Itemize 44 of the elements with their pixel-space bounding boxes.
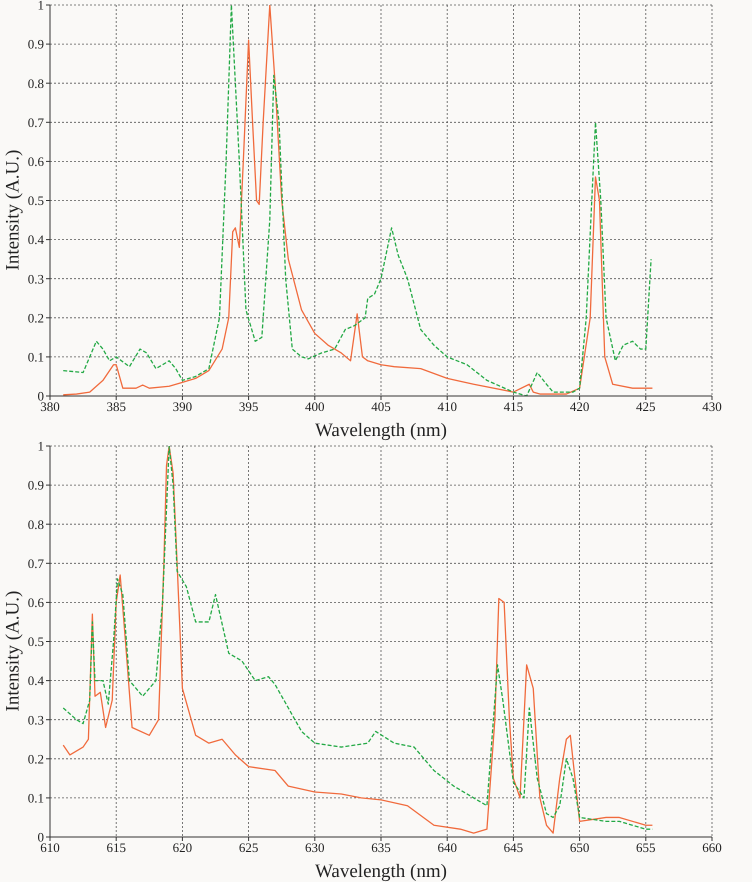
x-tick-label: 615 <box>106 840 126 856</box>
y-tick-label: 1 <box>38 0 44 13</box>
x-tick-label: 635 <box>371 840 391 856</box>
y-tick-label: 0.9 <box>28 36 44 52</box>
y-tick-label: 0.3 <box>28 712 44 728</box>
x-tick-label: 390 <box>172 399 192 414</box>
y-tick-label: 0.8 <box>28 76 44 91</box>
x-tick-label: 395 <box>238 399 258 414</box>
x-tick-label: 645 <box>504 840 524 856</box>
y-tick-label: 0.4 <box>28 232 44 248</box>
y-tick-label: 1 <box>38 438 44 454</box>
x-tick-label: 385 <box>106 399 126 414</box>
x-tick-label: 660 <box>702 840 722 856</box>
y-tick-label: 0.1 <box>28 350 44 365</box>
x-tick-label: 410 <box>437 399 457 414</box>
y-tick-label: 0.5 <box>28 193 44 208</box>
y-tick-label: 0.2 <box>28 310 44 326</box>
y-tick-label: 0.7 <box>28 556 44 571</box>
x-tick-label: 430 <box>702 399 722 414</box>
y-tick-label: 0.2 <box>28 751 44 766</box>
x-tick-label: 420 <box>570 399 590 414</box>
y-tick-label: 0.4 <box>28 673 44 688</box>
x-tick-label: 655 <box>636 840 656 856</box>
y-axis-title: Intensity (A.U.) <box>2 150 24 270</box>
y-tick-label: 0.8 <box>28 516 44 532</box>
y-tick-label: 0.9 <box>28 478 44 493</box>
x-axis-title: Wavelength (nm) <box>315 861 447 882</box>
y-tick-label: 0.5 <box>28 634 44 650</box>
x-axis-title: Wavelength (nm) <box>315 420 447 441</box>
y-axis-title: Intensity (A.U.) <box>2 590 24 712</box>
x-tick-label: 650 <box>570 840 590 856</box>
y-tick-label: 0.1 <box>28 790 44 806</box>
y-tick-label: 0.6 <box>28 595 44 610</box>
x-tick-label: 625 <box>238 840 258 856</box>
y-tick-label: 0.7 <box>28 114 44 130</box>
x-tick-label: 620 <box>172 840 192 856</box>
x-tick-label: 405 <box>371 399 391 414</box>
y-tick-label: 0.3 <box>28 271 44 286</box>
x-tick-label: 630 <box>305 840 325 856</box>
x-tick-label: 640 <box>437 840 457 856</box>
x-tick-label: 400 <box>305 399 325 414</box>
x-tick-label: 415 <box>504 399 524 414</box>
x-tick-label: 425 <box>636 399 656 414</box>
y-tick-label: 0.6 <box>28 154 44 170</box>
